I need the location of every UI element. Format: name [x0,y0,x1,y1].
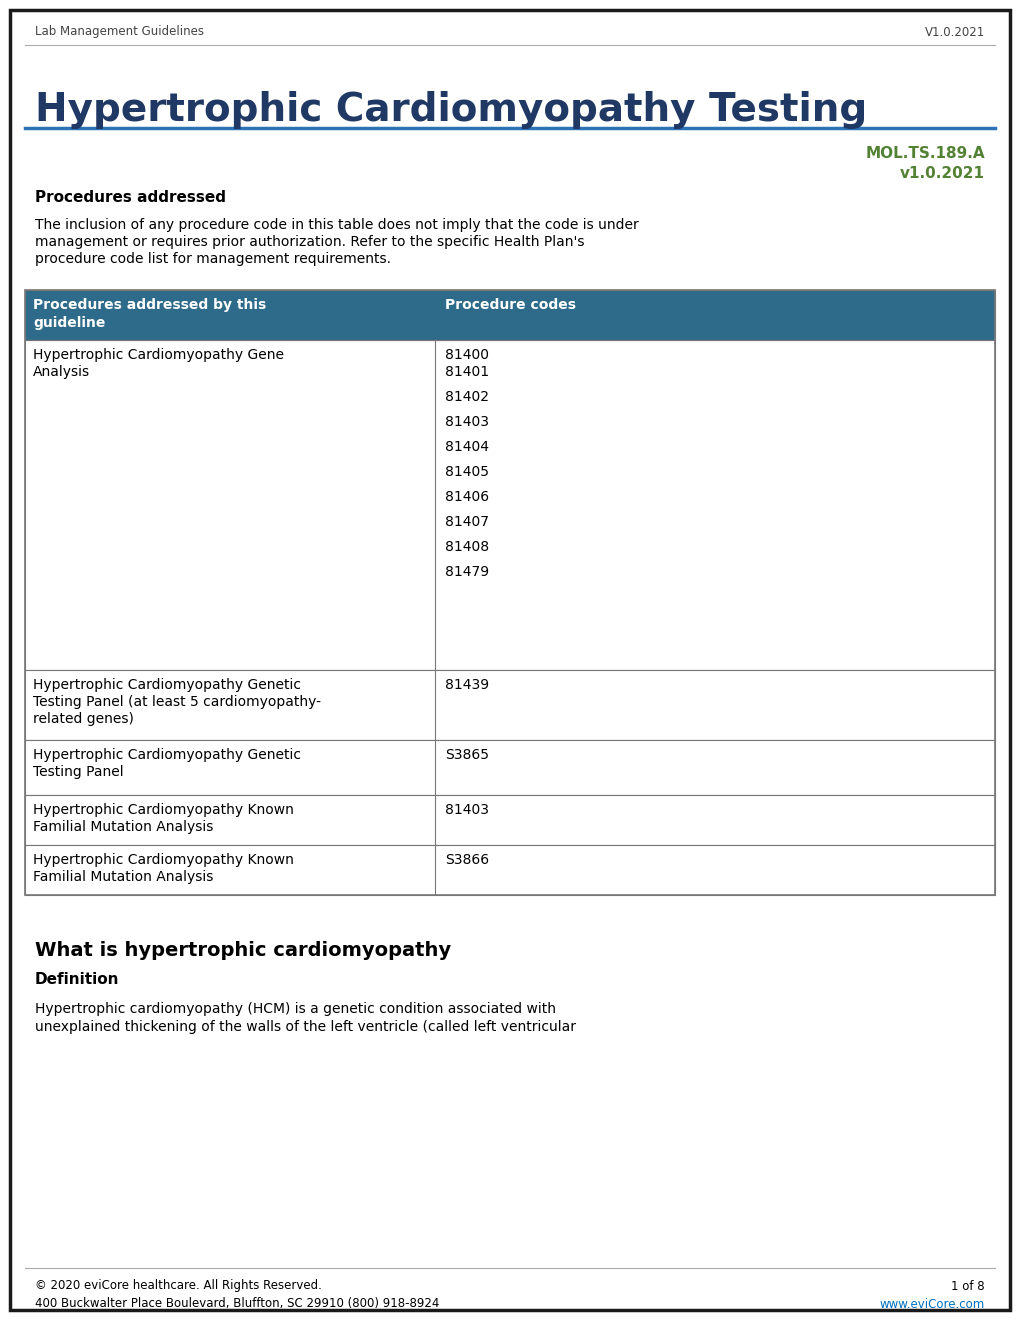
Bar [25,341,994,671]
Text: Hypertrophic Cardiomyopathy Known: Hypertrophic Cardiomyopathy Known [33,853,293,867]
Text: procedure code list for management requirements.: procedure code list for management requi… [35,252,390,267]
Text: V1.0.2021: V1.0.2021 [924,25,984,38]
Text: 81408: 81408 [444,540,489,554]
Text: Hypertrophic Cardiomyopathy Genetic: Hypertrophic Cardiomyopathy Genetic [33,678,301,692]
Text: 81407: 81407 [444,515,488,529]
Bar [25,741,994,795]
Bar [25,290,994,341]
Text: Procedures addressed by this: Procedures addressed by this [33,298,266,312]
Text: Hypertrophic Cardiomyopathy Known: Hypertrophic Cardiomyopathy Known [33,803,293,817]
Text: Hypertrophic Cardiomyopathy Testing: Hypertrophic Cardiomyopathy Testing [35,91,866,129]
Text: Analysis: Analysis [33,366,90,379]
Text: related genes): related genes) [33,711,133,726]
Text: Procedures addressed: Procedures addressed [35,190,226,206]
Text: 400 Buckwalter Place Boulevard, Bluffton, SC 29910 (800) 918-8924: 400 Buckwalter Place Boulevard, Bluffton… [35,1298,439,1311]
Text: Hypertrophic cardiomyopathy (HCM) is a genetic condition associated with: Hypertrophic cardiomyopathy (HCM) is a g… [35,1002,555,1016]
Text: The inclusion of any procedure code in this table does not imply that the code i: The inclusion of any procedure code in t… [35,218,638,232]
Text: Hypertrophic Cardiomyopathy Gene: Hypertrophic Cardiomyopathy Gene [33,348,283,362]
Text: Testing Panel: Testing Panel [33,766,123,779]
Text: 81404: 81404 [444,440,488,454]
Bar [25,795,994,845]
Bar [25,290,994,341]
Text: 81405: 81405 [444,465,488,479]
Text: Hypertrophic Cardiomyopathy Genetic: Hypertrophic Cardiomyopathy Genetic [33,748,301,762]
Text: 81400: 81400 [444,348,488,362]
Text: 81479: 81479 [444,565,489,579]
Text: 81402: 81402 [444,389,488,404]
Text: v1.0.2021: v1.0.2021 [899,165,984,181]
Text: guideline: guideline [33,315,105,330]
Text: © 2020 eviCore healthcare. All Rights Reserved.: © 2020 eviCore healthcare. All Rights Re… [35,1279,322,1292]
Bar [25,671,994,741]
Text: 1 of 8: 1 of 8 [951,1279,984,1292]
Bar [25,845,994,895]
Text: unexplained thickening of the walls of the left ventricle (called left ventricul: unexplained thickening of the walls of t… [35,1020,576,1034]
Text: 81403: 81403 [444,803,488,817]
Text: What is hypertrophic cardiomyopathy: What is hypertrophic cardiomyopathy [35,940,450,960]
Text: Testing Panel (at least 5 cardiomyopathy-: Testing Panel (at least 5 cardiomyopathy… [33,696,321,709]
Text: 81406: 81406 [444,490,489,504]
Text: Procedure codes: Procedure codes [444,298,576,312]
Text: 81401: 81401 [444,366,489,379]
Text: S3865: S3865 [444,748,488,762]
Bar [25,290,994,895]
Text: Lab Management Guidelines: Lab Management Guidelines [35,25,204,38]
Text: MOL.TS.189.A: MOL.TS.189.A [864,145,984,161]
Text: Familial Mutation Analysis: Familial Mutation Analysis [33,820,213,834]
Text: Familial Mutation Analysis: Familial Mutation Analysis [33,870,213,884]
Text: 81403: 81403 [444,414,488,429]
Text: www.eviCore.com: www.eviCore.com [878,1298,984,1311]
Text: management or requires prior authorization. Refer to the specific Health Plan's: management or requires prior authorizati… [35,235,584,249]
Text: S3866: S3866 [444,853,489,867]
Text: Definition: Definition [35,973,119,987]
Text: 81439: 81439 [444,678,489,692]
